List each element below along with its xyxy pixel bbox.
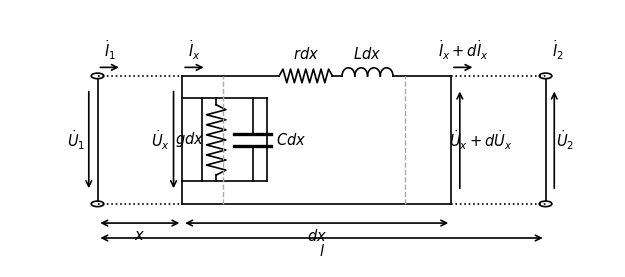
Text: $\dot{I}_x+d\dot{I}_x$: $\dot{I}_x+d\dot{I}_x$: [438, 39, 489, 62]
Text: $Ldx$: $Ldx$: [353, 46, 382, 62]
Text: $gdx$: $gdx$: [175, 130, 204, 149]
Text: $x$: $x$: [134, 229, 146, 243]
Text: $l$: $l$: [319, 243, 324, 259]
Text: $\dot{I}_2$: $\dot{I}_2$: [552, 39, 564, 62]
Text: $\dot{U}_2$: $\dot{U}_2$: [556, 128, 574, 152]
Text: $Cdx$: $Cdx$: [276, 132, 306, 148]
Text: $\dot{I}_x$: $\dot{I}_x$: [188, 39, 201, 62]
Text: $\dot{U}_1$: $\dot{U}_1$: [66, 128, 85, 152]
Text: $\dot{U}_x$: $\dot{U}_x$: [151, 128, 170, 152]
Text: $\dot{U}_x+d\dot{U}_x$: $\dot{U}_x+d\dot{U}_x$: [449, 128, 513, 152]
Text: $\dot{I}_1$: $\dot{I}_1$: [104, 39, 116, 62]
Text: $rdx$: $rdx$: [292, 46, 319, 62]
Text: $dx$: $dx$: [307, 229, 327, 244]
